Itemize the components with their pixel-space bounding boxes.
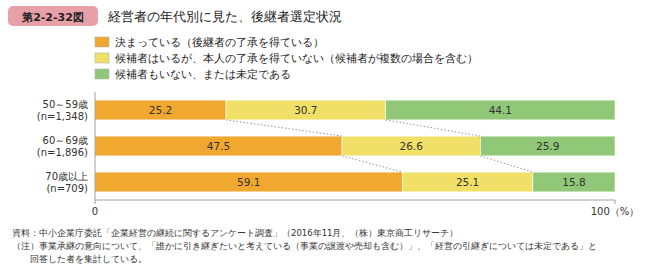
legend-label: 候補者もいない、または未定である	[115, 68, 291, 80]
category-label-line: 50～59歳	[43, 99, 88, 110]
data-label: 25.1	[456, 176, 479, 188]
data-labels: 25.2 30.7 44.1 47.5 26.6 25.9 59.1 25.1 15.8	[149, 104, 586, 188]
data-label: 25.9	[536, 140, 559, 152]
category-label-line: (n=1,348)	[37, 111, 88, 122]
data-label: 44.1	[489, 104, 512, 116]
x-tick-label: 0	[92, 206, 98, 217]
footer-note: （注）事業承継の意向について、「誰かに引き継ぎたいと考えている（事業の譲渡や売却…	[12, 241, 597, 251]
footer-note: 回答した者を集計している。	[12, 254, 147, 264]
background	[0, 0, 667, 279]
legend: 決まっている（後継者の了承を得ている） 候補者はいるが、本人の了承を得ていない（候…	[95, 36, 478, 80]
legend-swatch	[95, 53, 109, 63]
legend-swatch	[95, 69, 109, 79]
bar-segment	[533, 172, 615, 192]
connector-line	[386, 120, 481, 136]
title: 経営者の年代別に見た、後継者選定状況	[107, 9, 342, 24]
bar-segment	[402, 172, 533, 192]
x-tick-label: 100（%）	[591, 206, 640, 217]
figure-label: 第2-2-32図	[21, 11, 84, 24]
connector-line	[342, 156, 402, 172]
figure-label-badge	[8, 6, 98, 26]
category-label-line: (n=709)	[46, 183, 88, 194]
bar-segment	[342, 136, 480, 156]
bars	[95, 100, 615, 192]
category-label-line: 70歳以上	[45, 171, 88, 182]
category-label-line: (n=1,896)	[37, 147, 88, 158]
data-label: 59.1	[237, 176, 260, 188]
connector-line	[480, 156, 533, 172]
footer-note: 資料：中小企業庁委託「企業経営の継続に関するアンケート調査」（2016年11月、…	[12, 228, 458, 238]
bar-segment	[480, 136, 615, 156]
data-label: 30.7	[294, 104, 317, 116]
bar-segment	[95, 100, 226, 120]
category-label-line: 60～69歳	[43, 135, 88, 146]
connector-line	[226, 120, 342, 136]
connectors	[226, 120, 533, 172]
bar-segment	[226, 100, 386, 120]
data-label: 15.8	[562, 176, 585, 188]
bar-segment	[95, 136, 342, 156]
x-axis-line	[95, 200, 615, 201]
category-label: 70歳以上(n=709)	[45, 171, 88, 194]
chart: 第2-2-32図 経営者の年代別に見た、後継者選定状況決まっている（後継者の了承を…	[0, 0, 667, 279]
bar-segment	[386, 100, 615, 120]
legend-label: 決まっている（後継者の了承を得ている）	[115, 36, 324, 48]
x-tick	[95, 200, 96, 204]
x-tick	[615, 200, 616, 204]
bar-segment	[95, 172, 402, 192]
legend-swatch	[95, 37, 109, 47]
category-label: 50～59歳(n=1,348)	[37, 99, 88, 122]
data-label: 26.6	[399, 140, 423, 152]
legend-label: 候補者はいるが、本人の了承を得ていない（候補者が複数の場合を含む）	[115, 52, 478, 64]
data-label: 47.5	[207, 140, 230, 152]
data-label: 25.2	[149, 104, 172, 116]
y-axis-line	[95, 92, 96, 200]
category-label: 60～69歳(n=1,896)	[37, 135, 88, 158]
